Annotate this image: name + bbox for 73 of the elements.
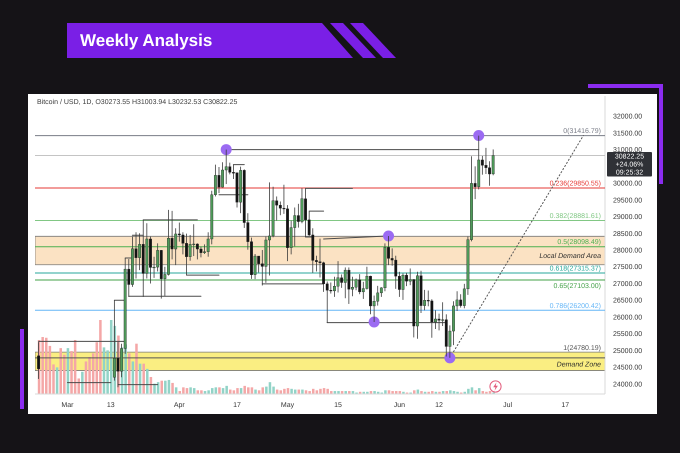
bar [218, 387, 221, 394]
bar [225, 386, 228, 394]
bar [168, 380, 170, 394]
bar [164, 380, 167, 394]
bar [132, 361, 134, 394]
bar [150, 376, 152, 394]
chart-title: Weekly Analysis [80, 30, 212, 52]
bar [81, 372, 84, 394]
bar [189, 387, 192, 394]
bar [135, 344, 138, 394]
candlestick [192, 224, 196, 256]
bar [56, 367, 58, 394]
bar [243, 386, 246, 394]
bar [192, 388, 196, 394]
candlestick [430, 298, 434, 338]
candlestick [358, 274, 362, 295]
bar [240, 388, 242, 394]
point [473, 130, 484, 142]
bar [88, 357, 91, 394]
bar [388, 390, 390, 394]
bar [156, 382, 160, 394]
candlestick [200, 246, 202, 258]
bar [470, 387, 474, 394]
candlestick [340, 274, 344, 288]
bar [41, 337, 44, 394]
bar [186, 388, 188, 394]
bar [142, 364, 145, 394]
bar [337, 391, 340, 394]
bar [182, 387, 185, 394]
bar [236, 388, 239, 394]
bar [261, 387, 264, 394]
point [220, 144, 232, 156]
bar [110, 320, 112, 394]
bar [174, 387, 178, 394]
bar [102, 347, 106, 394]
bar [153, 384, 156, 394]
bar [84, 361, 88, 394]
bar [268, 382, 272, 394]
bar [322, 388, 326, 394]
candlestick [347, 267, 350, 304]
candlestick [344, 267, 347, 299]
candlestick [188, 234, 192, 262]
bar [59, 348, 62, 394]
bar [99, 320, 102, 394]
bar [478, 388, 480, 394]
candlestick [228, 162, 232, 175]
candlestick [224, 149, 228, 184]
bar [171, 382, 174, 394]
bar [74, 340, 76, 394]
bar [286, 388, 290, 394]
candlestick [185, 233, 188, 276]
bar [210, 388, 214, 394]
candlestick [405, 272, 408, 287]
bar [66, 348, 70, 394]
candlestick [196, 242, 199, 260]
point [444, 352, 456, 364]
point [383, 230, 394, 242]
bar [45, 338, 48, 394]
candlestick [336, 260, 340, 293]
bar [146, 368, 149, 394]
candlestick [438, 313, 440, 331]
bar [214, 387, 218, 394]
bar [138, 364, 142, 394]
candlestick [402, 273, 404, 300]
candlestick [218, 166, 220, 194]
point [368, 316, 380, 328]
candlestick [257, 256, 260, 273]
bar [222, 388, 224, 394]
bar [160, 380, 163, 394]
candlestick [304, 188, 307, 238]
bar [128, 353, 131, 394]
bar [250, 387, 254, 394]
bar [247, 387, 250, 394]
